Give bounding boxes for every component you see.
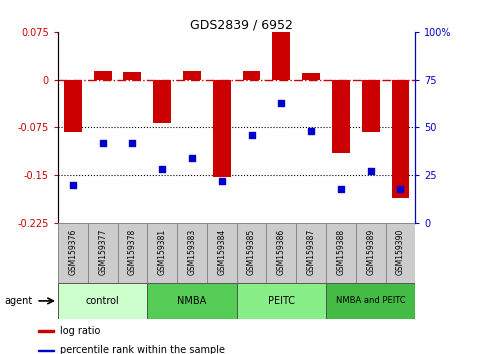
Point <box>278 100 285 105</box>
Text: NMBA and PEITC: NMBA and PEITC <box>336 296 406 306</box>
Text: GSM159388: GSM159388 <box>337 229 345 275</box>
Bar <box>272 32 290 80</box>
Point <box>99 140 107 145</box>
Text: GSM159378: GSM159378 <box>128 229 137 275</box>
Text: GSM159383: GSM159383 <box>187 229 197 275</box>
Bar <box>38 330 54 332</box>
Bar <box>242 72 260 80</box>
Bar <box>362 80 380 132</box>
Point <box>367 169 375 174</box>
Point <box>307 129 315 134</box>
Bar <box>267 223 296 283</box>
Bar <box>237 283 326 319</box>
Point <box>158 167 166 172</box>
Bar <box>177 223 207 283</box>
Point <box>248 132 256 138</box>
Bar <box>356 223 385 283</box>
Point <box>218 178 226 184</box>
Text: NMBA: NMBA <box>177 296 207 306</box>
Point <box>188 155 196 161</box>
Bar <box>58 223 88 283</box>
Text: GSM159389: GSM159389 <box>366 229 375 275</box>
Text: GSM159384: GSM159384 <box>217 229 226 275</box>
Bar <box>117 223 147 283</box>
Text: PEITC: PEITC <box>268 296 295 306</box>
Bar <box>153 80 171 123</box>
Bar <box>332 80 350 153</box>
Bar <box>392 80 410 198</box>
Text: control: control <box>86 296 119 306</box>
Bar <box>147 283 237 319</box>
Bar <box>385 223 415 283</box>
Text: GSM159386: GSM159386 <box>277 229 286 275</box>
Bar <box>326 283 415 319</box>
Point <box>337 186 345 192</box>
Bar <box>237 223 267 283</box>
Bar <box>64 80 82 132</box>
Bar <box>147 223 177 283</box>
Text: GSM159385: GSM159385 <box>247 229 256 275</box>
Bar <box>94 72 112 80</box>
Bar <box>302 73 320 80</box>
Bar <box>124 72 142 80</box>
Bar <box>213 80 231 177</box>
Point <box>69 182 77 188</box>
Text: log ratio: log ratio <box>60 326 101 336</box>
Bar <box>207 223 237 283</box>
Text: GDS2839 / 6952: GDS2839 / 6952 <box>190 18 293 31</box>
Text: GSM159381: GSM159381 <box>158 229 167 275</box>
Point <box>128 140 136 145</box>
Bar <box>183 72 201 80</box>
Bar <box>38 350 54 351</box>
Point <box>397 186 404 192</box>
Text: percentile rank within the sample: percentile rank within the sample <box>60 346 226 354</box>
Text: GSM159377: GSM159377 <box>98 229 107 275</box>
Text: GSM159390: GSM159390 <box>396 229 405 275</box>
Bar <box>326 223 356 283</box>
Text: GSM159387: GSM159387 <box>307 229 315 275</box>
Bar <box>88 223 117 283</box>
Bar <box>58 283 147 319</box>
Text: agent: agent <box>5 296 33 306</box>
Text: GSM159376: GSM159376 <box>69 229 77 275</box>
Bar <box>296 223 326 283</box>
